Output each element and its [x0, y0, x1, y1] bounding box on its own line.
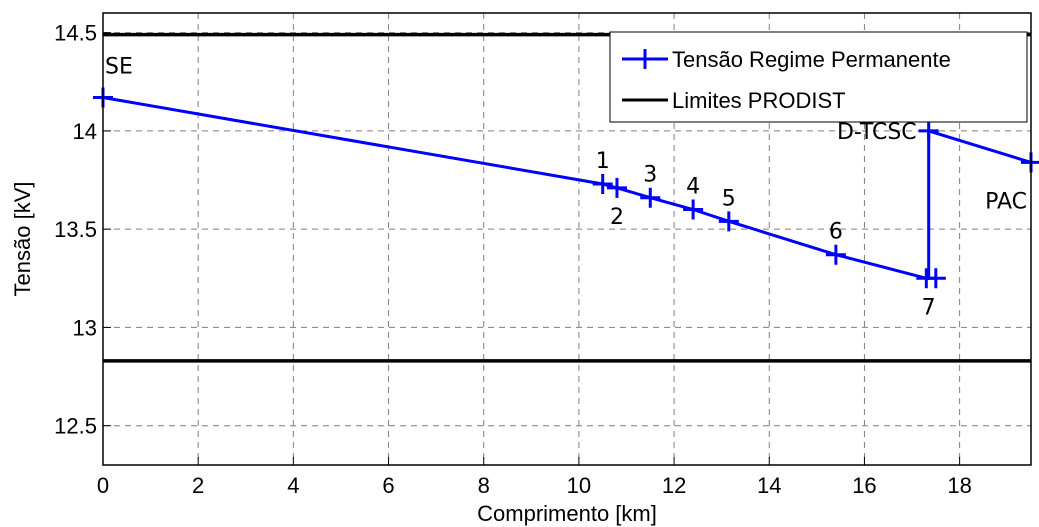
x-tick-label: 6 — [382, 473, 394, 498]
x-axis-label: Comprimento [km] — [477, 501, 657, 526]
point-label: SE — [105, 55, 133, 80]
x-tick-label: 18 — [947, 473, 971, 498]
x-tick-label: 12 — [662, 473, 686, 498]
voltage-point-marker — [825, 244, 846, 265]
point-label: 6 — [829, 220, 843, 245]
x-tick-label: 4 — [287, 473, 299, 498]
legend-entry-voltage: Tensão Regime Permanente — [672, 47, 951, 72]
point-label: 4 — [686, 175, 700, 200]
voltage-point-marker — [718, 211, 739, 232]
y-tick-label: 14.5 — [54, 21, 97, 46]
x-tick-label: 2 — [192, 473, 204, 498]
point-label: 7 — [922, 295, 936, 320]
x-tick-label: 0 — [97, 473, 109, 498]
x-tick-label: 8 — [478, 473, 490, 498]
y-axis-label: Tensão [kV] — [10, 182, 35, 297]
grid-layer — [103, 13, 1031, 465]
plot-area-frame — [102, 12, 1032, 466]
voltage-point-marker — [1021, 152, 1039, 173]
y-tick-label: 12.5 — [54, 414, 97, 439]
voltage-point-marker — [925, 268, 946, 289]
voltage-point-marker — [592, 173, 613, 194]
point-label: 1 — [596, 149, 610, 174]
y-tick-label: 14 — [73, 119, 97, 144]
y-tick-label: 13 — [73, 315, 97, 340]
voltage-point-marker — [640, 187, 661, 208]
legend-marker-plus — [635, 49, 655, 69]
voltage-point-marker — [918, 120, 939, 141]
voltage-point-marker — [683, 199, 704, 220]
x-tick-label: 16 — [852, 473, 876, 498]
x-tick-label: 10 — [567, 473, 591, 498]
voltage-point-marker — [606, 177, 627, 198]
x-tick-label: 14 — [757, 473, 781, 498]
legend-box — [609, 31, 1028, 123]
point-label: 3 — [643, 163, 657, 188]
point-label: D-TCSC — [837, 120, 917, 145]
series-layer — [93, 87, 1039, 289]
legend: Tensão Regime Permanente Limites PRODIST — [609, 31, 1028, 123]
point-label: 5 — [722, 186, 736, 211]
point-label: 2 — [610, 205, 624, 230]
legend-entry-limits: Limites PRODIST — [672, 88, 846, 113]
y-tick-label: 13.5 — [54, 217, 97, 242]
point-label: PAC — [985, 189, 1027, 214]
